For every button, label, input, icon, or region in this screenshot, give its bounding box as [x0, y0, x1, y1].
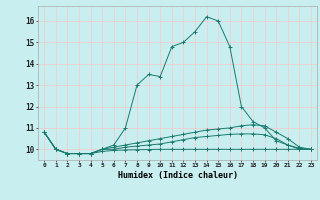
X-axis label: Humidex (Indice chaleur): Humidex (Indice chaleur): [118, 171, 238, 180]
